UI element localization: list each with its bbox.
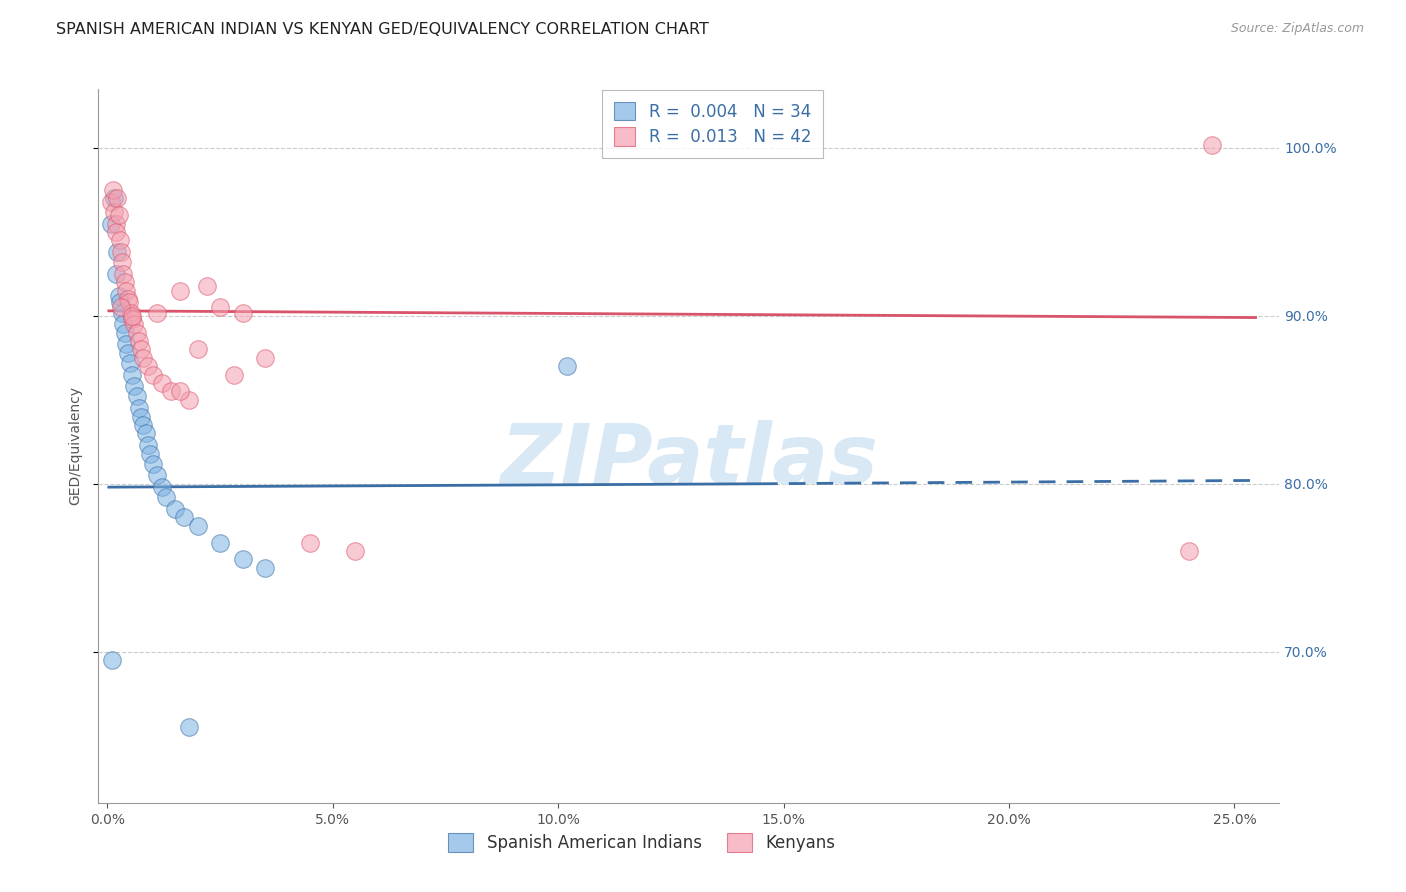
Point xyxy=(115,284,138,298)
Point xyxy=(165,502,187,516)
Point xyxy=(254,560,277,574)
Point xyxy=(344,544,367,558)
Point xyxy=(232,305,254,319)
Point xyxy=(555,359,578,374)
Point xyxy=(114,326,136,340)
Point xyxy=(117,292,139,306)
Point xyxy=(299,535,322,549)
Point xyxy=(124,379,146,393)
Point xyxy=(159,384,181,399)
Point xyxy=(108,233,131,247)
Legend: Spanish American Indians, Kenyans: Spanish American Indians, Kenyans xyxy=(441,827,842,859)
Point xyxy=(136,359,159,374)
Point xyxy=(169,384,191,399)
Point xyxy=(111,255,134,269)
Point xyxy=(209,301,232,315)
Point xyxy=(173,510,195,524)
Point xyxy=(195,278,218,293)
Point xyxy=(177,392,200,407)
Point xyxy=(103,204,125,219)
Point xyxy=(120,305,142,319)
Point xyxy=(135,426,157,441)
Point xyxy=(254,351,277,365)
Point xyxy=(105,245,128,260)
Point xyxy=(141,457,163,471)
Point xyxy=(1201,137,1223,152)
Point xyxy=(110,301,132,315)
Point xyxy=(132,351,155,365)
Point xyxy=(110,245,132,260)
Point xyxy=(146,305,169,319)
Point xyxy=(232,552,254,566)
Point xyxy=(124,318,146,332)
Point xyxy=(139,446,162,460)
Point xyxy=(105,225,128,239)
Point xyxy=(104,217,127,231)
Point xyxy=(121,312,143,326)
Point xyxy=(136,438,159,452)
Point xyxy=(118,356,141,370)
Point xyxy=(107,208,129,222)
Text: ZIPatlas: ZIPatlas xyxy=(501,420,877,500)
Point xyxy=(105,191,128,205)
Point xyxy=(107,289,129,303)
Point xyxy=(129,409,152,424)
Point xyxy=(100,217,122,231)
Point xyxy=(150,480,173,494)
Point xyxy=(112,267,135,281)
Point xyxy=(112,318,135,332)
Point xyxy=(108,295,131,310)
Text: SPANISH AMERICAN INDIAN VS KENYAN GED/EQUIVALENCY CORRELATION CHART: SPANISH AMERICAN INDIAN VS KENYAN GED/EQ… xyxy=(56,22,709,37)
Text: Source: ZipAtlas.com: Source: ZipAtlas.com xyxy=(1230,22,1364,36)
Point xyxy=(146,468,169,483)
Point xyxy=(155,490,177,504)
Point xyxy=(103,191,125,205)
Point xyxy=(129,343,152,357)
Point xyxy=(114,275,136,289)
Point xyxy=(115,337,138,351)
Point xyxy=(121,368,143,382)
Point xyxy=(111,305,134,319)
Point xyxy=(150,376,173,390)
Point xyxy=(132,417,155,432)
Point xyxy=(121,309,143,323)
Point xyxy=(177,720,200,734)
Point xyxy=(118,295,141,310)
Point xyxy=(209,535,232,549)
Point xyxy=(104,267,127,281)
Point xyxy=(222,368,245,382)
Point xyxy=(125,389,148,403)
Point xyxy=(1178,544,1201,558)
Point xyxy=(169,284,191,298)
Y-axis label: GED/Equivalency: GED/Equivalency xyxy=(69,386,83,506)
Point xyxy=(101,653,124,667)
Point xyxy=(125,326,148,340)
Point xyxy=(141,368,163,382)
Point xyxy=(187,518,209,533)
Point xyxy=(101,183,124,197)
Point xyxy=(187,343,209,357)
Point xyxy=(100,194,122,209)
Point xyxy=(117,346,139,360)
Point xyxy=(128,334,150,348)
Point xyxy=(128,401,150,416)
